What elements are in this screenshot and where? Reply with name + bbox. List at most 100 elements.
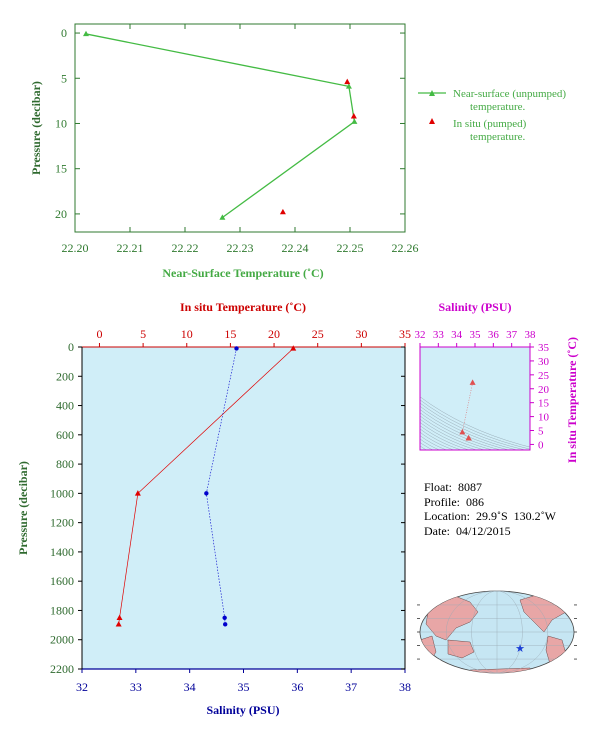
top-series <box>83 30 358 220</box>
near-surface-point <box>345 83 352 89</box>
ts-x-label: Salinity (PSU) <box>438 300 511 314</box>
top-x-tick-label: 22.23 <box>227 241 254 255</box>
density-contour <box>420 425 470 450</box>
ts-y-tick-label: 30 <box>538 356 550 368</box>
legend-near-surface-line2: temperature. <box>470 101 526 113</box>
profile-series <box>115 345 297 627</box>
density-contour <box>420 399 530 450</box>
density-contour <box>420 415 494 450</box>
map-graticule <box>417 590 577 674</box>
temp-tick-label: 15 <box>224 327 236 341</box>
salinity-point <box>222 622 228 627</box>
pressure-tick-label: 1800 <box>50 603 74 617</box>
pressure-tick-label: 200 <box>56 369 74 383</box>
land-antarctica <box>469 667 531 673</box>
temp-tick-label: 25 <box>312 327 324 341</box>
temp-tick-label: 30 <box>355 327 367 341</box>
near-surface-chart: 22.20 22.21 22.22 22.23 22.24 22.25 22.26 0 5 10… <box>29 23 566 280</box>
salinity-point <box>234 346 239 351</box>
ts-diagram: 32 33 34 35 36 37 38 05 10 15 20 25 30 35 Salinity (P… <box>415 300 580 463</box>
near-surface-line <box>85 33 356 219</box>
ts-y-label: In situ Temperature (˚C) <box>565 337 579 463</box>
ts-point <box>465 435 472 441</box>
ts-series <box>459 379 476 441</box>
temp-tick-label: 35 <box>399 327 411 341</box>
pressure-tick-label: 1600 <box>50 574 74 588</box>
top-x-tick-label: 22.26 <box>392 241 419 255</box>
temp-tick-label: 20 <box>268 327 280 341</box>
ts-point <box>469 379 476 385</box>
ts-density-contours <box>420 396 530 450</box>
ts-x-tick-label: 34 <box>451 329 463 341</box>
land-australia <box>447 639 475 659</box>
pressure-tick-label: 800 <box>56 457 74 471</box>
top-x-tick-label: 22.21 <box>117 241 144 255</box>
temperature-point <box>290 345 297 351</box>
salinity-tick-label: 32 <box>76 680 88 694</box>
legend-marker-near-surface <box>429 90 435 96</box>
density-contour <box>420 428 462 450</box>
salinity-tick-label: 35 <box>238 680 250 694</box>
ts-y-tick-label: 20 <box>538 384 550 396</box>
temperature-point <box>115 621 122 627</box>
salinity-tick-label: 36 <box>291 680 303 694</box>
profile-top-label: In situ Temperature (˚C) <box>180 300 306 314</box>
near-surface-point <box>219 214 226 220</box>
density-contour <box>420 422 478 450</box>
ts-plot-background <box>420 347 530 450</box>
date-value: 04/12/2015 <box>456 523 511 538</box>
legend-in-situ-line2: temperature. <box>470 131 526 143</box>
density-contour <box>420 418 486 450</box>
top-x-tick-label: 22.22 <box>172 241 199 255</box>
temperature-line <box>118 348 294 625</box>
density-contour <box>420 402 527 450</box>
ts-x-tick-label: 37 <box>506 329 518 341</box>
top-x-tick-label: 22.25 <box>337 241 364 255</box>
pressure-tick-label: 1200 <box>50 516 74 530</box>
pressure-tick-label: 1400 <box>50 545 74 559</box>
ts-y-tick-label: 15 <box>538 398 550 410</box>
legend-in-situ-line1: In situ (pumped) <box>453 118 527 130</box>
pressure-tick-label: 0 <box>68 340 74 354</box>
float-row: Float: 8087 <box>424 480 483 494</box>
salinity-point <box>204 491 209 496</box>
pressure-tick-label: 1000 <box>50 486 74 500</box>
pressure-tick-label: 2000 <box>50 633 74 647</box>
temperature-point <box>134 490 141 496</box>
profile-chart: 0 5 10 15 20 25 30 35 32 33 34 35 36 37 38 0 200 400 600 80… <box>16 300 411 717</box>
top-y-tick-label: 20 <box>55 207 67 221</box>
ts-x-tick-label: 36 <box>488 329 500 341</box>
salinity-tick-label: 33 <box>130 680 142 694</box>
float-location-star-icon: ★ <box>515 643 525 655</box>
density-contour <box>420 412 502 450</box>
near-surface-point <box>351 118 358 124</box>
ts-y-tick-label: 25 <box>538 370 550 382</box>
profile-bottom-label: Salinity (PSU) <box>206 703 279 717</box>
location-row: Location: 29.9˚S 130.2˚W <box>424 509 556 523</box>
top-x-ticks: 22.20 22.21 22.22 22.23 22.24 22.25 22.26 <box>62 24 419 255</box>
near-surface-point <box>83 30 89 37</box>
top-legend: Near-surface (unpumped) temperature. In … <box>418 88 566 143</box>
top-x-tick-label: 22.24 <box>282 241 309 255</box>
ts-x-tick-label: 33 <box>433 329 445 341</box>
salinity-tick-label: 34 <box>184 680 196 694</box>
salinity-line <box>206 348 237 625</box>
top-plot-frame <box>74 23 406 233</box>
ts-x-tick-label: 38 <box>525 329 537 341</box>
temperature-point <box>116 614 123 620</box>
float-info: Float: 8087 Profile: 086 Location: 29.9˚… <box>424 480 556 538</box>
pressure-tick-label: 2200 <box>50 662 74 676</box>
float-value: 8087 <box>458 480 483 494</box>
temp-tick-label: 10 <box>181 327 193 341</box>
in-situ-point <box>350 113 357 119</box>
ts-point <box>459 428 466 435</box>
profile-ticks: 0 5 10 15 20 25 30 35 32 33 34 35 36 37 38 0 200 400 600 80… <box>50 327 411 694</box>
profile-value: 086 <box>466 494 484 509</box>
land-asia <box>425 595 479 641</box>
top-y-ticks: 0 5 10 15 20 <box>55 26 405 221</box>
density-contour <box>420 406 518 450</box>
top-y-label: Pressure (decibar) <box>29 81 43 175</box>
pressure-tick-label: 400 <box>56 399 74 413</box>
in-situ-point <box>344 78 351 85</box>
